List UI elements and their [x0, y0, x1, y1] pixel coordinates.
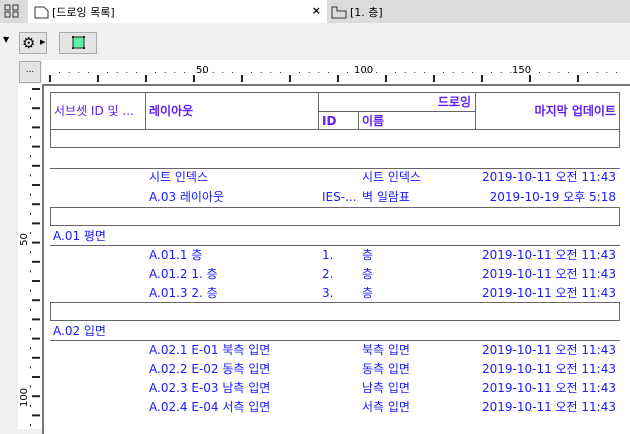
header-name[interactable]: 이름	[362, 114, 385, 128]
cell-updated: 2019-10-11 오전 11:43	[481, 362, 616, 376]
ruler-corner-button[interactable]: ...	[19, 61, 41, 83]
ruler-label: 150	[512, 65, 532, 76]
header-subset[interactable]: 서브셋 ID 및 ...	[54, 104, 134, 118]
tab-label: [드로잉 목록]	[52, 5, 115, 19]
header-id[interactable]: ID	[322, 114, 337, 128]
cell-updated: 2019-10-19 오후 5:18	[489, 190, 616, 204]
floor-plan-icon	[331, 6, 347, 18]
vertical-ruler: 50 100	[18, 84, 42, 429]
schedule-page	[42, 84, 630, 434]
cell-name: 동측 입면	[362, 362, 410, 376]
ruler-label: 50	[196, 65, 209, 76]
cell-layout: A.03 레이아웃	[149, 190, 225, 204]
placement-button[interactable]	[59, 32, 97, 54]
gear-icon: ⚙	[22, 34, 36, 52]
dropdown-arrow-icon[interactable]: ▼	[3, 35, 10, 44]
cell-name: 층	[362, 286, 374, 300]
cell-name: 벽 일람표	[362, 190, 410, 204]
ruler-label: 100	[354, 65, 374, 76]
cell-name: 서측 입면	[362, 400, 410, 414]
cell-name: 북측 입면	[362, 343, 410, 357]
cell-updated: 2019-10-11 오전 11:43	[481, 267, 616, 281]
cell-id: IES-...	[322, 190, 357, 204]
cell-name: 층	[362, 248, 374, 262]
group-title: A.01 평면	[53, 229, 106, 243]
tab-floor-1[interactable]: [1. 층]	[330, 0, 480, 23]
cell-updated: 2019-10-11 오전 11:43	[481, 343, 616, 357]
chevron-right-icon: ▶	[40, 38, 46, 46]
ruler-label: 100	[19, 387, 31, 408]
horizontal-ruler: 50 100 150	[42, 60, 630, 84]
close-icon[interactable]: ×	[311, 4, 321, 17]
toolbar: ▼ ⚙ ▶	[0, 23, 630, 60]
header-drawing[interactable]: 드로잉	[437, 95, 471, 109]
drawing-frame-icon	[72, 36, 85, 49]
cell-id: 2.	[322, 267, 334, 281]
cell-layout: A.02.1 E-01 북측 입면	[149, 343, 271, 357]
cell-layout: A.01.2 1. 층	[149, 267, 218, 281]
cell-name: 시트 인덱스	[362, 170, 422, 184]
tab-drawing-list[interactable]: [드로잉 목록] ×	[28, 0, 327, 23]
settings-button[interactable]: ⚙ ▶	[19, 32, 47, 54]
cell-updated: 2019-10-11 오전 11:43	[481, 170, 616, 184]
cell-updated: 2019-10-11 오전 11:43	[481, 381, 616, 395]
cell-layout: A.01.3 2. 층	[149, 286, 218, 300]
cell-updated: 2019-10-11 오전 11:43	[481, 400, 616, 414]
tab-label: [1. 층]	[350, 5, 383, 19]
empty-row	[50, 302, 620, 321]
cell-updated: 2019-10-11 오전 11:43	[481, 286, 616, 300]
cell-layout: A.01.1 층	[149, 248, 203, 262]
cell-layout: A.02.2 E-02 동측 입면	[149, 362, 271, 376]
cell-layout: A.02.3 E-03 남측 입면	[149, 381, 271, 395]
cell-name: 층	[362, 267, 374, 281]
cell-updated: 2019-10-11 오전 11:43	[481, 248, 616, 262]
empty-row	[50, 129, 620, 148]
cell-layout: 시트 인덱스	[149, 170, 209, 184]
cell-id: 1.	[322, 248, 334, 262]
tab-bar: [드로잉 목록] × [1. 층]	[0, 0, 630, 23]
group-title: A.02 입면	[53, 324, 106, 338]
empty-row	[50, 207, 620, 226]
document-icon	[34, 6, 49, 18]
cell-id: 3.	[322, 286, 334, 300]
ruler-label: 50	[18, 233, 30, 246]
cell-name: 남측 입면	[362, 381, 410, 395]
cell-layout: A.02.4 E-04 서측 입면	[149, 400, 271, 414]
header-layout[interactable]: 레이아웃	[149, 104, 194, 118]
tab-overview-icon[interactable]	[4, 4, 20, 18]
header-updated[interactable]: 마지막 업데이트	[534, 104, 616, 118]
